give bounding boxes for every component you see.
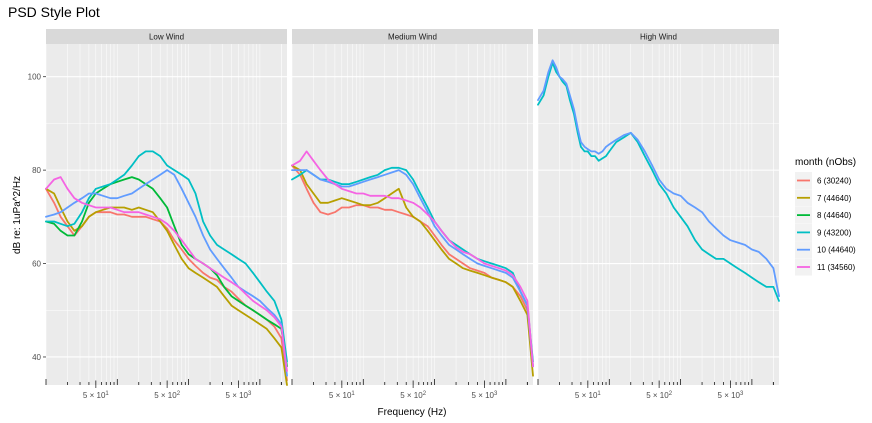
series-line-0-3: [45, 150, 288, 363]
x-tick-label-base: 5 × 10: [329, 391, 352, 400]
x-tick-label-exponent: 1: [105, 391, 109, 397]
strip-label: Low Wind: [149, 33, 184, 42]
x-tick-label-exponent: 2: [177, 391, 181, 397]
panel-background: [46, 44, 287, 385]
x-tick-label-exponent: 1: [597, 391, 601, 397]
chart-title: PSD Style Plot: [8, 4, 100, 20]
x-tick-label: 5 × 103: [718, 391, 744, 400]
series-line-0-4: [45, 169, 288, 377]
x-tick-label-exponent: 3: [494, 391, 498, 397]
y-tick-label: 60: [32, 260, 41, 269]
x-tick-label: 5 × 103: [472, 391, 498, 400]
strip-background: [538, 29, 779, 44]
strip-label: High Wind: [640, 33, 677, 42]
x-tick-label: 5 × 101: [83, 391, 109, 400]
x-tick-label-base: 5 × 10: [226, 391, 249, 400]
legend-entry-label: 11 (34560): [817, 263, 855, 272]
x-tick-label-exponent: 1: [351, 391, 355, 397]
x-tick-label-exponent: 3: [248, 391, 252, 397]
legend-entry-label: 6 (30240): [817, 177, 852, 186]
x-tick-label-exponent: 2: [423, 391, 427, 397]
legend: month (nObs) 6 (30240) 7 (44640) 8 (44640) 9…: [795, 157, 856, 276]
y-tick-label: 80: [32, 166, 41, 175]
series-line-1-2: [291, 166, 534, 363]
x-tick-label-base: 5 × 10: [400, 391, 423, 400]
x-tick-label-exponent: 3: [740, 391, 744, 397]
x-tick-label: 5 × 101: [575, 391, 601, 400]
x-tick-label-base: 5 × 10: [472, 391, 495, 400]
x-tick-label: 5 × 103: [226, 391, 252, 400]
y-tick-label: 100: [28, 73, 42, 82]
legend-entry-label: 10 (44640): [817, 246, 856, 255]
x-tick-label: 5 × 101: [329, 391, 355, 400]
x-tick-label-base: 5 × 10: [718, 391, 741, 400]
legend-entry-label: 7 (44640): [817, 194, 852, 203]
legend-title: month (nObs): [795, 157, 856, 168]
strip-background: [292, 29, 533, 44]
series-line-1-1: [291, 164, 534, 377]
series-line-2-1: [537, 59, 780, 298]
x-tick-label: 5 × 102: [646, 391, 672, 400]
series-line-0-1: [45, 187, 288, 386]
x-tick-label: 5 × 102: [154, 391, 180, 400]
x-axis-title: Frequency (Hz): [378, 407, 447, 418]
x-tick-label-exponent: 2: [669, 391, 673, 397]
x-tick-label-base: 5 × 10: [154, 391, 177, 400]
strip-background: [46, 29, 287, 44]
legend-entry-label: 8 (44640): [817, 211, 852, 220]
y-axis-title: dB re: 1uPa^2/Hz: [12, 176, 23, 254]
x-tick-label: 5 × 102: [400, 391, 426, 400]
series-line-0-2: [45, 176, 288, 368]
x-tick-label-base: 5 × 10: [83, 391, 106, 400]
strip-label: Medium Wind: [388, 33, 437, 42]
panel-background: [538, 44, 779, 385]
series-line-1-4: [291, 150, 534, 368]
x-tick-label-base: 5 × 10: [646, 391, 669, 400]
series-line-0-5: [45, 176, 288, 372]
legend-entry-label: 9 (43200): [817, 228, 852, 237]
y-tick-label: 40: [32, 353, 41, 362]
x-tick-label-base: 5 × 10: [575, 391, 598, 400]
